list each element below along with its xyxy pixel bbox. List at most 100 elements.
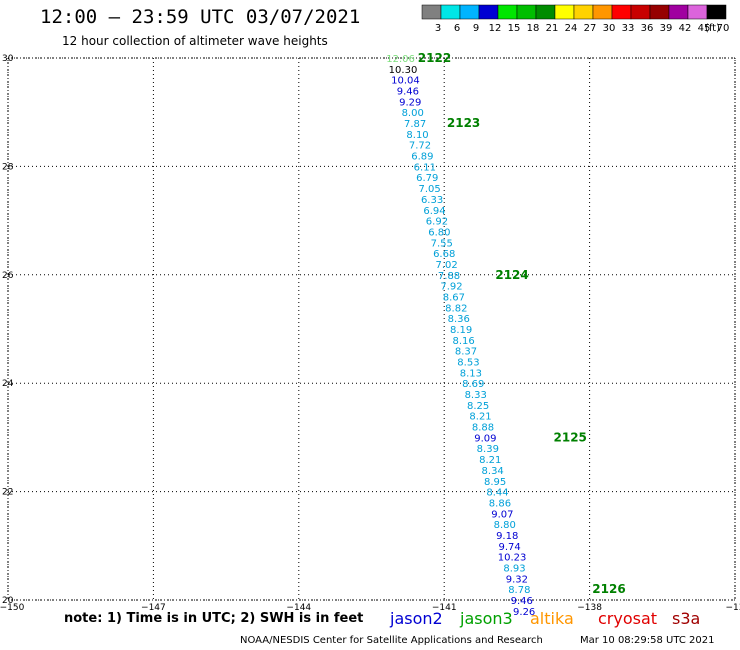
swh-observations: 12.0610.3010.049.469.298.007.878.107.726… bbox=[386, 54, 535, 618]
lon-tick-label: −138 bbox=[577, 603, 602, 613]
legend-label: 21 bbox=[546, 23, 559, 34]
hour-marker: 2123 bbox=[447, 116, 480, 130]
swh-value: 10.30 bbox=[389, 65, 418, 76]
legend-swatch bbox=[421, 4, 442, 20]
swh-value: 8.88 bbox=[472, 423, 494, 434]
plot-frame bbox=[7, 57, 736, 601]
swh-value: 8.93 bbox=[503, 563, 525, 574]
swh-value: 9.29 bbox=[399, 97, 421, 108]
footer-note: note: 1) Time is in UTC; 2) SWH is in fe… bbox=[64, 611, 364, 626]
swh-value: 6.33 bbox=[421, 195, 443, 206]
swh-value: 6.79 bbox=[416, 173, 438, 184]
swh-value: 6.80 bbox=[428, 227, 450, 238]
lon-tick-label: −144 bbox=[286, 603, 311, 613]
lat-tick-label: 28 bbox=[2, 162, 14, 172]
legend-label: 39 bbox=[660, 23, 673, 34]
legend-swatch bbox=[516, 4, 537, 20]
swh-value: 8.67 bbox=[443, 292, 465, 303]
axis-tick-labels: −150 −147 −144 −141 −138 −13 30 28 26 24 22 20 bbox=[0, 54, 740, 613]
map-title: 12:00 — 23:59 UTC 03/07/2021 bbox=[40, 6, 361, 28]
legend-swatch bbox=[668, 4, 689, 20]
swh-value: 7.02 bbox=[435, 260, 457, 271]
satellite-jason3: jason3 bbox=[460, 609, 513, 628]
legend-swatch bbox=[497, 4, 518, 20]
swh-value: 9.46 bbox=[397, 87, 419, 98]
swh-value: 7.88 bbox=[438, 271, 460, 282]
swh-value: 8.34 bbox=[482, 466, 504, 477]
legend-label: 15 bbox=[508, 23, 521, 34]
generation-timestamp: Mar 10 08:29:58 UTC 2021 bbox=[580, 635, 715, 646]
legend-label: 9 bbox=[473, 23, 479, 34]
swh-value: 9.32 bbox=[506, 574, 528, 585]
swh-value: 9.74 bbox=[498, 542, 520, 553]
swh-value: 8.21 bbox=[479, 455, 501, 466]
swh-value: 8.82 bbox=[445, 303, 467, 314]
hour-marker: 2126 bbox=[592, 582, 625, 596]
map-frame bbox=[7, 57, 736, 601]
legend-label: 33 bbox=[622, 23, 635, 34]
legend-label: 12 bbox=[489, 23, 502, 34]
legend-swatch bbox=[630, 4, 651, 20]
swh-value: 9.09 bbox=[474, 433, 496, 444]
satellite-s3a: s3a bbox=[672, 609, 701, 628]
swh-value: 9.18 bbox=[496, 531, 518, 542]
swh-value: 8.53 bbox=[457, 358, 479, 369]
lat-tick-label: 22 bbox=[2, 488, 13, 498]
legend-label: 30 bbox=[603, 23, 616, 34]
legend-swatch bbox=[611, 4, 632, 20]
lon-tick-label: −147 bbox=[141, 603, 166, 613]
swh-value: 8.00 bbox=[402, 108, 424, 119]
swh-value: 10.23 bbox=[498, 553, 527, 564]
map-subtitle: 12 hour collection of altimeter wave hei… bbox=[62, 34, 328, 48]
swh-value: 10.04 bbox=[391, 76, 420, 87]
hour-markers: 2122 2123 2124 2125 2126 bbox=[418, 51, 626, 596]
swh-value: 8.80 bbox=[494, 520, 516, 531]
lat-tick-label: 20 bbox=[2, 596, 14, 606]
swh-value: 7.92 bbox=[440, 282, 462, 293]
legend-label: 36 bbox=[641, 23, 654, 34]
legend-label: 27 bbox=[584, 23, 597, 34]
legend-unit: (ft) bbox=[705, 23, 720, 34]
swh-value: 6.68 bbox=[433, 249, 455, 260]
swh-value: 8.39 bbox=[477, 444, 499, 455]
swh-value: 8.78 bbox=[508, 585, 530, 596]
lat-tick-label: 30 bbox=[2, 54, 14, 64]
legend-swatch bbox=[592, 4, 613, 20]
color-legend: 3 6 9 12 15 18 21 24 27 30 33 36 39 42 45 70(ft) bbox=[421, 4, 730, 34]
satellite-cryosat: cryosat bbox=[598, 609, 658, 628]
swh-value: 8.16 bbox=[452, 336, 474, 347]
credit-line: NOAA/NESDIS Center for Satellite Applica… bbox=[240, 635, 543, 646]
swh-value: 8.10 bbox=[406, 130, 428, 141]
legend-label: 6 bbox=[454, 23, 460, 34]
legend-label: 70 bbox=[717, 23, 730, 34]
satellite-altika: altika bbox=[530, 609, 574, 628]
swh-value: 8.33 bbox=[465, 390, 487, 401]
lon-tick-label: −13 bbox=[726, 603, 740, 613]
legend-swatch bbox=[706, 4, 727, 20]
swh-value: 8.25 bbox=[467, 401, 489, 412]
legend-swatch bbox=[459, 4, 480, 20]
swh-value: 8.69 bbox=[462, 379, 484, 390]
swh-value: 8.44 bbox=[486, 488, 508, 499]
swh-value: 8.36 bbox=[448, 314, 470, 325]
map-grid bbox=[7, 57, 736, 601]
swh-value: 8.95 bbox=[484, 477, 506, 488]
legend-label: 18 bbox=[527, 23, 540, 34]
swh-value: 9.46 bbox=[511, 596, 533, 607]
hour-marker: 2125 bbox=[554, 430, 587, 444]
lon-tick-label: −141 bbox=[432, 603, 457, 613]
swh-value: 8.37 bbox=[455, 347, 477, 358]
swh-value: 6.11 bbox=[414, 162, 436, 173]
swh-value: 9.26 bbox=[513, 607, 535, 618]
swh-value: 6.92 bbox=[426, 217, 448, 228]
satellite-jason2: jason2 bbox=[390, 609, 443, 628]
lat-tick-label: 24 bbox=[2, 379, 14, 389]
swh-value: 8.13 bbox=[460, 368, 482, 379]
swh-value: 8.21 bbox=[469, 412, 491, 423]
swh-value: 6.89 bbox=[411, 152, 433, 163]
legend-swatch bbox=[440, 4, 461, 20]
swh-value: 7.05 bbox=[419, 184, 441, 195]
swh-value: 12.06 bbox=[386, 54, 415, 65]
